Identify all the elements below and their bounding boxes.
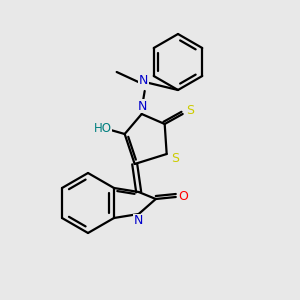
Text: S: S (186, 104, 194, 118)
Text: O: O (178, 190, 188, 202)
Text: S: S (171, 152, 179, 164)
Text: N: N (138, 100, 147, 112)
Text: N: N (134, 214, 143, 227)
Text: N: N (139, 74, 148, 88)
Text: HO: HO (94, 122, 112, 136)
